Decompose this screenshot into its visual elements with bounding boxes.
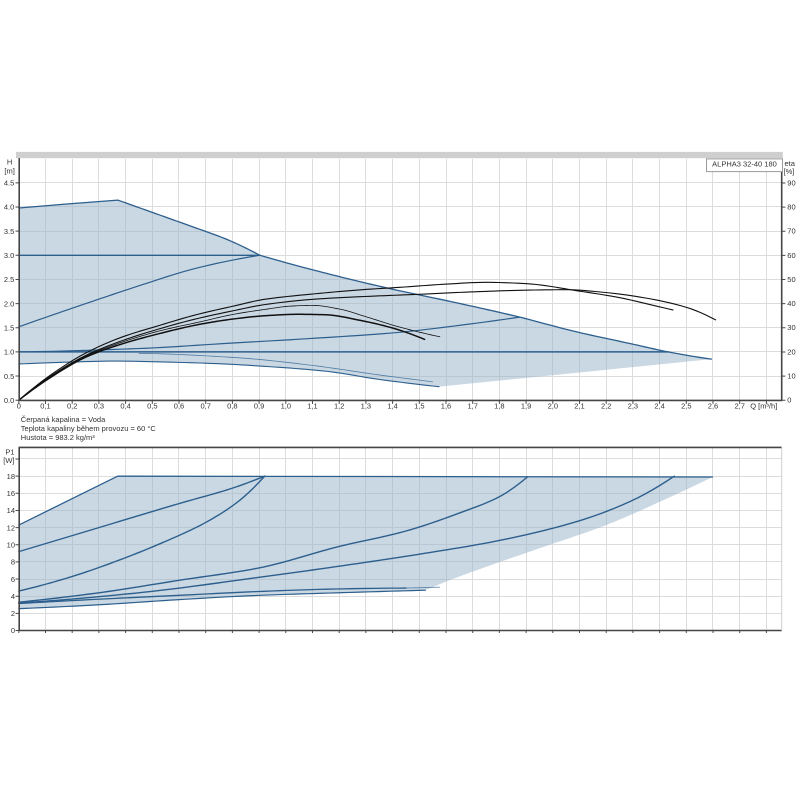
svg-text:0,9: 0,9	[254, 402, 264, 411]
svg-text:50: 50	[787, 275, 795, 284]
svg-text:2,6: 2,6	[708, 402, 718, 411]
svg-text:0,2: 0,2	[67, 402, 77, 411]
svg-text:1,8: 1,8	[494, 402, 504, 411]
svg-text:16: 16	[7, 489, 15, 498]
svg-text:ALPHA3 32-40 180: ALPHA3 32-40 180	[712, 160, 777, 169]
svg-text:eta: eta	[785, 159, 796, 168]
svg-text:1,1: 1,1	[307, 402, 317, 411]
svg-text:0,3: 0,3	[94, 402, 104, 411]
svg-text:10: 10	[787, 372, 795, 381]
svg-text:2,4: 2,4	[654, 402, 664, 411]
svg-text:40: 40	[787, 299, 795, 308]
svg-text:6: 6	[11, 575, 15, 584]
svg-text:8: 8	[11, 558, 15, 567]
svg-text:1,9: 1,9	[521, 402, 531, 411]
svg-text:0,4: 0,4	[120, 402, 130, 411]
svg-text:4.5: 4.5	[4, 179, 14, 188]
svg-text:1,4: 1,4	[387, 402, 397, 411]
svg-text:90: 90	[787, 178, 795, 187]
svg-text:1.5: 1.5	[4, 323, 14, 332]
svg-text:Teplota kapaliny během provozu: Teplota kapaliny během provozu = 60 °C	[21, 424, 157, 433]
svg-text:[m]: [m]	[4, 167, 14, 176]
svg-text:H: H	[7, 158, 12, 167]
svg-text:2,7: 2,7	[734, 402, 744, 411]
svg-text:14: 14	[7, 506, 15, 515]
svg-text:20: 20	[787, 347, 795, 356]
svg-text:1,2: 1,2	[334, 402, 344, 411]
svg-text:[%]: [%]	[784, 167, 795, 176]
svg-text:[W]: [W]	[3, 456, 14, 465]
svg-text:1,7: 1,7	[467, 402, 477, 411]
svg-text:1,5: 1,5	[414, 402, 424, 411]
svg-text:Hustota = 983.2 kg/m³: Hustota = 983.2 kg/m³	[21, 433, 95, 442]
svg-text:0,1: 0,1	[40, 402, 50, 411]
svg-text:1,0: 1,0	[281, 402, 291, 411]
svg-text:80: 80	[787, 203, 795, 212]
svg-text:70: 70	[787, 227, 795, 236]
svg-text:1,3: 1,3	[361, 402, 371, 411]
svg-text:0.0: 0.0	[4, 396, 14, 405]
svg-text:3.0: 3.0	[4, 251, 14, 260]
svg-text:12: 12	[7, 523, 15, 532]
svg-text:P1: P1	[5, 448, 14, 457]
svg-text:2,5: 2,5	[681, 402, 691, 411]
svg-text:1,6: 1,6	[441, 402, 451, 411]
svg-text:3.5: 3.5	[4, 227, 14, 236]
svg-text:4: 4	[11, 592, 15, 601]
svg-text:2: 2	[11, 609, 15, 618]
svg-text:0,6: 0,6	[174, 402, 184, 411]
svg-text:0,8: 0,8	[227, 402, 237, 411]
svg-text:0.5: 0.5	[4, 372, 14, 381]
svg-text:0: 0	[11, 626, 15, 635]
svg-text:2.5: 2.5	[4, 275, 14, 284]
svg-text:2.0: 2.0	[4, 299, 14, 308]
svg-text:0: 0	[787, 396, 791, 405]
svg-text:2,2: 2,2	[601, 402, 611, 411]
svg-text:60: 60	[787, 251, 795, 260]
svg-text:4.0: 4.0	[4, 203, 14, 212]
svg-text:1.0: 1.0	[4, 348, 14, 357]
svg-text:0,5: 0,5	[147, 402, 157, 411]
svg-text:30: 30	[787, 323, 795, 332]
svg-text:Čerpaná kapalina = Voda: Čerpaná kapalina = Voda	[21, 415, 106, 424]
svg-text:Q [m³/h]: Q [m³/h]	[750, 402, 777, 411]
svg-text:0: 0	[17, 402, 21, 411]
svg-text:18: 18	[7, 472, 15, 481]
svg-text:2,3: 2,3	[628, 402, 638, 411]
svg-text:10: 10	[7, 541, 15, 550]
svg-text:2,0: 2,0	[548, 402, 558, 411]
svg-text:2,1: 2,1	[574, 402, 584, 411]
svg-text:0,7: 0,7	[200, 402, 210, 411]
